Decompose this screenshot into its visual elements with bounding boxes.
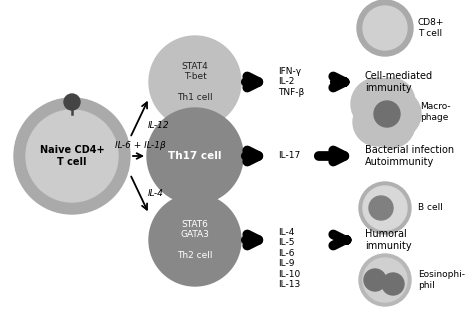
Text: Th17 cell: Th17 cell <box>168 151 222 161</box>
Text: IL-12: IL-12 <box>148 120 170 129</box>
Text: Eosinophi-
phil: Eosinophi- phil <box>418 270 465 290</box>
Text: Cell-mediated
immunity: Cell-mediated immunity <box>365 71 433 93</box>
Circle shape <box>357 0 413 56</box>
Text: STAT4
T-bet

Th1 cell: STAT4 T-bet Th1 cell <box>177 62 213 102</box>
Circle shape <box>374 101 400 127</box>
Circle shape <box>364 269 386 291</box>
Circle shape <box>359 182 411 234</box>
Circle shape <box>359 254 411 306</box>
Text: IL-4
IL-5
IL-6
IL-9
IL-10
IL-13: IL-4 IL-5 IL-6 IL-9 IL-10 IL-13 <box>278 228 300 289</box>
Circle shape <box>363 258 407 302</box>
Circle shape <box>149 36 241 128</box>
Circle shape <box>64 94 80 110</box>
Circle shape <box>353 98 401 146</box>
Circle shape <box>147 108 243 204</box>
Text: IL-17: IL-17 <box>278 152 300 160</box>
Text: Macro-
phage: Macro- phage <box>420 102 451 122</box>
Circle shape <box>351 78 403 130</box>
Circle shape <box>363 6 407 50</box>
Circle shape <box>382 273 404 295</box>
Circle shape <box>149 194 241 286</box>
Text: CD8+
T cell: CD8+ T cell <box>418 18 444 38</box>
Circle shape <box>14 98 130 214</box>
Text: Naive CD4+
T cell: Naive CD4+ T cell <box>40 145 104 167</box>
Circle shape <box>26 110 118 202</box>
Text: IL-6 + IL-1β: IL-6 + IL-1β <box>115 142 165 150</box>
Circle shape <box>373 90 421 138</box>
Text: IFN-γ
IL-2
TNF-β: IFN-γ IL-2 TNF-β <box>278 67 304 97</box>
Circle shape <box>369 196 393 220</box>
Text: IL-4: IL-4 <box>148 189 164 198</box>
Text: B cell: B cell <box>418 203 443 212</box>
Circle shape <box>363 90 407 134</box>
Circle shape <box>367 78 415 126</box>
Circle shape <box>363 186 407 230</box>
Text: Bacterial infection
Autoimmunity: Bacterial infection Autoimmunity <box>365 145 454 167</box>
Text: Humoral
immunity: Humoral immunity <box>365 229 411 251</box>
Circle shape <box>367 100 415 148</box>
Text: STAT6
GATA3

Th2 cell: STAT6 GATA3 Th2 cell <box>177 220 213 260</box>
